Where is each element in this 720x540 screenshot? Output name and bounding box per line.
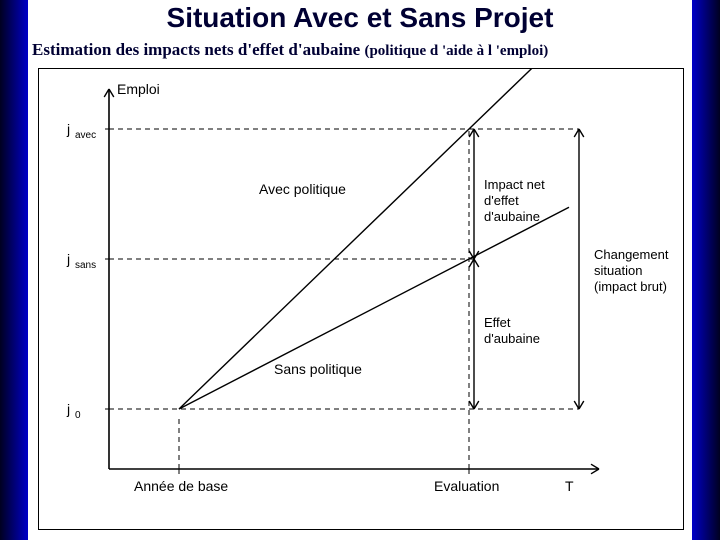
svg-text:j: j xyxy=(66,401,70,417)
svg-text:Changement: Changement xyxy=(594,247,669,262)
svg-text:Effet: Effet xyxy=(484,315,511,330)
slide-title: Situation Avec et Sans Projet xyxy=(28,2,692,34)
svg-text:(impact brut): (impact brut) xyxy=(594,279,667,294)
svg-text:d'effet: d'effet xyxy=(484,193,519,208)
svg-text:Impact net: Impact net xyxy=(484,177,545,192)
chart-svg: EmploiAnnée de baseEvaluationTjavecjsans… xyxy=(39,69,683,529)
subtitle-paren: (politique d 'aide à l 'emploi) xyxy=(364,43,548,59)
svg-text:Emploi: Emploi xyxy=(117,81,160,97)
svg-text:Sans politique: Sans politique xyxy=(274,361,362,377)
svg-text:d'aubaine: d'aubaine xyxy=(484,209,540,224)
svg-text:situation: situation xyxy=(594,263,642,278)
slide-root: Situation Avec et Sans Projet Estimation… xyxy=(0,0,720,540)
svg-text:Année de base: Année de base xyxy=(134,478,228,494)
slide-subtitle: Estimation des impacts nets d'effet d'au… xyxy=(32,40,692,60)
content-panel: Situation Avec et Sans Projet Estimation… xyxy=(28,0,692,540)
svg-text:Evaluation: Evaluation xyxy=(434,478,499,494)
svg-text:j: j xyxy=(66,121,70,137)
chart-container: EmploiAnnée de baseEvaluationTjavecjsans… xyxy=(38,68,684,530)
svg-text:j: j xyxy=(66,251,70,267)
svg-text:d'aubaine: d'aubaine xyxy=(484,331,540,346)
svg-text:Avec politique: Avec politique xyxy=(259,181,346,197)
svg-text:sans: sans xyxy=(75,260,96,271)
svg-text:0: 0 xyxy=(75,410,81,421)
subtitle-main: Estimation des impacts nets d'effet d'au… xyxy=(32,40,364,59)
svg-text:T: T xyxy=(565,478,574,494)
svg-text:avec: avec xyxy=(75,130,96,141)
